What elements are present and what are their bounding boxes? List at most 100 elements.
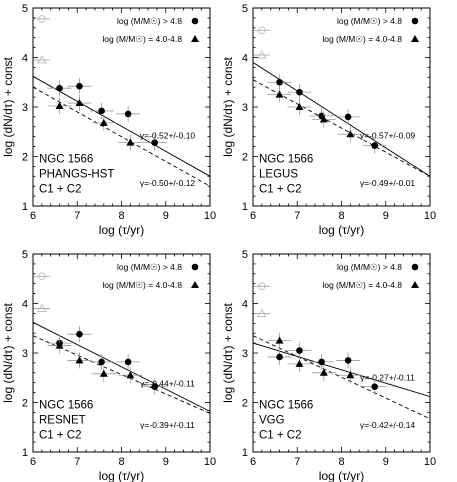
annotation-line: NGC 1566 — [39, 153, 93, 165]
data-point-circle — [371, 383, 378, 390]
y-tick-label: 3 — [242, 102, 248, 114]
data-point-triangle — [346, 371, 355, 379]
y-axis-label: log (dN/dτ) + const — [1, 56, 15, 156]
data-point-circle — [56, 84, 63, 92]
x-tick-label: 6 — [250, 210, 256, 222]
data-point-circle — [344, 357, 352, 364]
annotation-line: NGC 1566 — [39, 399, 93, 411]
x-axis-label: log (τ/yr) — [99, 469, 144, 482]
data-point-open-circle — [258, 26, 266, 35]
data-point-circle — [371, 142, 378, 149]
annotation-line: C1 + C2 — [259, 429, 302, 441]
y-tick-label: 5 — [22, 3, 28, 15]
legend-label: log (M/M☉) = 4.0-4.8 — [102, 34, 182, 44]
legend-marker-circle — [411, 17, 419, 25]
y-tick-label: 4 — [242, 299, 248, 311]
annotation-line: LEGUS — [259, 168, 298, 180]
data-point-triangle — [275, 336, 284, 344]
y-tick-label: 2 — [242, 398, 248, 410]
x-tick-label: 10 — [204, 456, 216, 468]
data-point-triangle — [99, 118, 108, 126]
y-tick-label: 1 — [22, 201, 28, 213]
legend-label: log (M/M☉) > 4.8 — [337, 16, 402, 26]
legend-marker-triangle — [411, 35, 419, 42]
gamma-label: γ=-0.50+/-0.12 — [140, 178, 196, 188]
x-tick-label: 6 — [30, 456, 36, 468]
x-tick-label: 8 — [118, 210, 124, 222]
legend-label: log (M/M☉) = 4.0-4.8 — [322, 34, 402, 44]
x-axis-label: log (τ/yr) — [319, 223, 364, 237]
gamma-label: γ=-0.49+/-0.01 — [360, 178, 416, 188]
x-tick-label: 7 — [294, 210, 300, 222]
fit-line-solid — [33, 321, 210, 412]
data-point-circle — [151, 139, 158, 146]
x-tick-label: 10 — [424, 456, 436, 468]
data-point-circle — [318, 358, 325, 366]
fit-line-dashed — [33, 335, 210, 414]
y-tick-label: 5 — [22, 249, 28, 261]
x-tick-label: 8 — [118, 456, 124, 468]
gamma-label: γ=-0.27+/-0.11 — [360, 373, 415, 383]
y-axis-label: log (dN/dτ) + const — [1, 302, 15, 402]
x-tick-label: 9 — [383, 210, 389, 222]
y-tick-label: 3 — [22, 102, 28, 114]
y-axis-label: log (dN/dτ) + const — [221, 56, 235, 156]
fit-line-dashed — [33, 86, 210, 187]
data-point-triangle — [319, 368, 328, 376]
legend-marker-circle — [191, 17, 199, 25]
data-point-open-circle — [258, 282, 266, 290]
data-point-triangle — [126, 371, 135, 379]
y-tick-label: 5 — [242, 249, 248, 261]
data-point-circle — [124, 110, 132, 118]
annotation-line: C1 + C2 — [259, 183, 302, 195]
legend-marker-triangle — [191, 281, 199, 288]
data-point-open-triangle — [37, 303, 47, 312]
legend-marker-circle — [411, 263, 419, 271]
y-tick-label: 3 — [22, 348, 28, 360]
x-tick-label: 8 — [338, 210, 344, 222]
data-point-triangle — [275, 90, 284, 98]
data-point-triangle — [126, 138, 135, 146]
annotation-line: NGC 1566 — [259, 153, 313, 165]
x-axis-label: log (τ/yr) — [319, 469, 364, 482]
data-point-circle — [76, 330, 83, 338]
y-axis-label: log (dN/dτ) + const — [221, 302, 235, 402]
data-point-triangle — [319, 115, 328, 123]
data-point-open-triangle — [257, 308, 267, 317]
x-tick-label: 9 — [383, 456, 389, 468]
data-point-triangle — [295, 103, 304, 110]
x-tick-label: 10 — [204, 210, 216, 222]
data-point-circle — [276, 78, 283, 86]
x-tick-label: 7 — [74, 210, 80, 222]
fit-line-solid — [33, 75, 210, 177]
legend-marker-circle — [191, 263, 199, 271]
gamma-label: γ=-0.57+/-0.09 — [360, 131, 416, 141]
y-tick-label: 4 — [22, 299, 28, 311]
y-tick-label: 2 — [22, 152, 28, 164]
data-point-circle — [98, 107, 105, 115]
panel-3: 6 7 8 9 10 1 2 3 4 5 log (τ/yr) log (dN/dτ) + const… — [1, 249, 216, 482]
legend-label: log (M/M☉) > 4.8 — [117, 262, 182, 272]
x-tick-label: 6 — [250, 456, 256, 468]
data-point-triangle — [55, 341, 64, 349]
annotation-line: C1 + C2 — [39, 183, 82, 195]
x-tick-label: 9 — [163, 456, 169, 468]
x-tick-label: 8 — [338, 456, 344, 468]
y-tick-label: 3 — [242, 348, 248, 360]
annotation-line: C1 + C2 — [39, 429, 82, 441]
legend-label: log (M/M☉) > 4.8 — [117, 16, 182, 26]
x-tick-label: 9 — [163, 210, 169, 222]
data-point-circle — [296, 88, 303, 96]
x-tick-label: 10 — [424, 210, 436, 222]
y-tick-label: 1 — [242, 447, 248, 459]
data-point-circle — [296, 347, 303, 354]
annotation-line: RESNET — [39, 414, 86, 426]
gamma-label: γ=-0.42+/-0.14 — [360, 420, 416, 430]
panel-2: 6 7 8 9 10 1 2 3 4 5 log (τ/yr) log (dN/dτ) + const… — [221, 3, 436, 237]
data-point-circle — [76, 82, 83, 90]
y-tick-label: 2 — [242, 152, 248, 164]
data-point-triangle — [295, 359, 304, 367]
legend-marker-triangle — [411, 281, 419, 288]
data-point-open-circle — [38, 272, 46, 281]
y-tick-label: 5 — [242, 3, 248, 15]
